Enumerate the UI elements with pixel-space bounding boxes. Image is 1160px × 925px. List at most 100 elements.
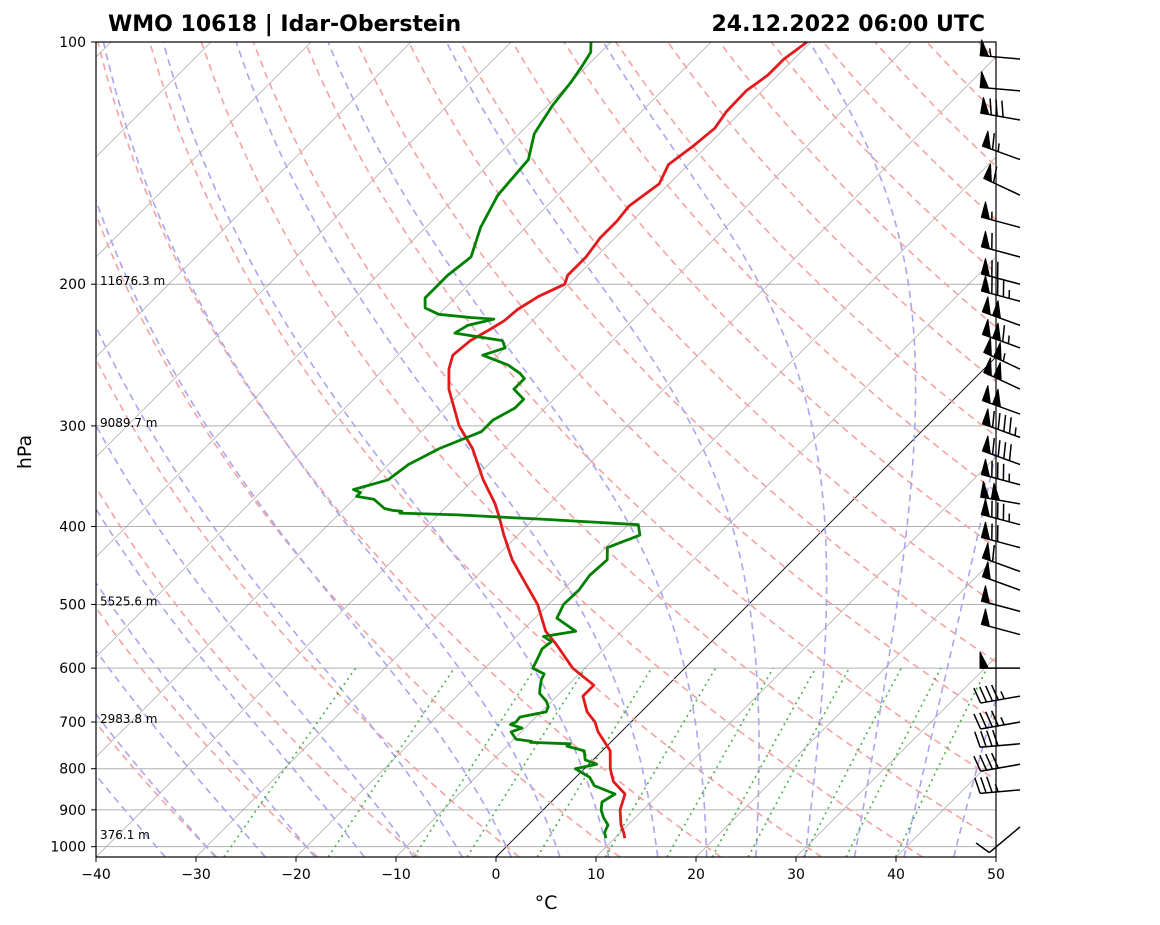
wind-barb [979, 39, 1021, 60]
wind-barb [981, 296, 1021, 327]
plot-area: 11676.3 m 9089.7 m 5525.6 m 2983.8 m 376.1 m [96, 42, 996, 857]
isotherm [595, 456, 996, 857]
moist-adiabat [96, 324, 464, 857]
moist-adiabat [903, 446, 996, 857]
mixing-ratio-line [536, 667, 653, 857]
moist-adiabat [96, 507, 365, 857]
isotherm [795, 656, 996, 857]
wind-barb [980, 231, 1021, 258]
wind-barb [973, 684, 1021, 704]
mixing-ratio-line [894, 667, 988, 857]
y-tick-label: 100 [59, 35, 86, 51]
wind-barb [980, 201, 1021, 229]
height-label: 11676.3 m [100, 274, 165, 288]
isotherm [895, 756, 996, 857]
dry-adiabat [96, 212, 621, 857]
wind-barb [980, 258, 1021, 285]
y-axis: 100 200 300 400 500 600 700 800 900 1000 [50, 35, 96, 856]
x-tick-label: −20 [281, 867, 311, 883]
profiles [352, 42, 808, 839]
wind-barb [983, 357, 1021, 390]
x-tick-label: −10 [381, 867, 411, 883]
mixing-ratio-line [711, 667, 817, 857]
wind-barb [981, 435, 1021, 466]
dry-adiabat [511, 42, 996, 549]
mixing-ratio-line [747, 667, 850, 857]
moist-adiabat [162, 42, 610, 857]
mixing-ratio-line [223, 667, 357, 857]
y-axis-label: hPa [14, 435, 36, 469]
dry-adiabat [407, 42, 996, 663]
y-tick-label: 700 [59, 715, 86, 731]
zero-isotherm [495, 356, 996, 857]
moist-adiabat [96, 423, 415, 857]
x-tick-label: 10 [587, 867, 605, 883]
isotherm [96, 42, 512, 458]
dry-adiabat [252, 42, 996, 842]
dry-adiabat [874, 42, 996, 168]
moist-adiabat [96, 198, 512, 857]
moist-adiabat [96, 649, 266, 857]
y-tick-label: 600 [59, 661, 86, 677]
x-tick-label: −40 [81, 867, 111, 883]
moist-adiabat [96, 712, 216, 857]
isotherm [96, 42, 312, 258]
dry-adiabat [822, 42, 996, 221]
wind-barb [980, 608, 1021, 636]
y-tick-label: 800 [59, 762, 86, 778]
isotherm [395, 256, 996, 857]
wind-barb [980, 481, 1021, 505]
dry-adiabat [615, 42, 996, 438]
wind-barb [981, 542, 1021, 573]
height-label: 5525.6 m [100, 594, 158, 608]
dry-adiabat [96, 486, 419, 857]
chart-datetime: 24.12.2022 06:00 UTC [711, 12, 985, 37]
moist-adiabat [102, 42, 561, 857]
y-tick-label: 200 [59, 277, 86, 293]
temperature-profile [447, 42, 808, 839]
dewpoint-profile [352, 42, 642, 839]
isotherms [96, 42, 996, 857]
x-axis-label: °C [535, 892, 558, 914]
height-label: 2983.8 m [100, 712, 158, 726]
mixing-ratio-line [802, 667, 902, 857]
wind-barb [980, 275, 1021, 303]
isotherm [96, 42, 912, 857]
moist-adiabat [327, 42, 708, 857]
wind-barb [974, 776, 1021, 795]
dry-adiabat [96, 357, 520, 857]
wind-barb [981, 408, 1021, 439]
wind-barb [980, 585, 1021, 613]
y-tick-label: 400 [59, 519, 86, 535]
wind-barb [974, 729, 1021, 749]
mixing-ratio-line [845, 667, 942, 857]
dry-adiabat [96, 721, 218, 857]
wind-barb [980, 458, 1021, 486]
y-tick-label: 900 [59, 803, 86, 819]
wind-barb [973, 710, 1021, 730]
isotherm [195, 56, 996, 857]
mixing-ratio-lines [223, 667, 988, 857]
wind-barb [973, 752, 1021, 772]
dry-adiabat [97, 42, 722, 857]
mixing-ratio-line [466, 667, 587, 857]
dry-adiabat [304, 42, 996, 781]
moist-adiabat [235, 42, 659, 857]
mixing-ratio-line [413, 667, 536, 857]
moist-adiabat [96, 581, 316, 857]
pressure-gridlines [96, 42, 996, 848]
wind-barb [979, 71, 1021, 92]
wind-barb [983, 163, 1021, 196]
height-labels: 11676.3 m 9089.7 m 5525.6 m 2983.8 m 376.1 m [100, 274, 165, 842]
wind-barb [979, 651, 1020, 669]
wind-barb [981, 319, 1021, 349]
chart-title: WMO 10618 | Idar-Oberstein [108, 12, 461, 37]
wind-barb [983, 337, 1021, 370]
wind-barb [980, 521, 1021, 549]
isotherm [96, 42, 712, 658]
wind-barbs [973, 39, 1021, 854]
mixing-ratio-line [327, 667, 455, 857]
isotherm [96, 42, 412, 358]
dry-adiabat [148, 42, 823, 857]
